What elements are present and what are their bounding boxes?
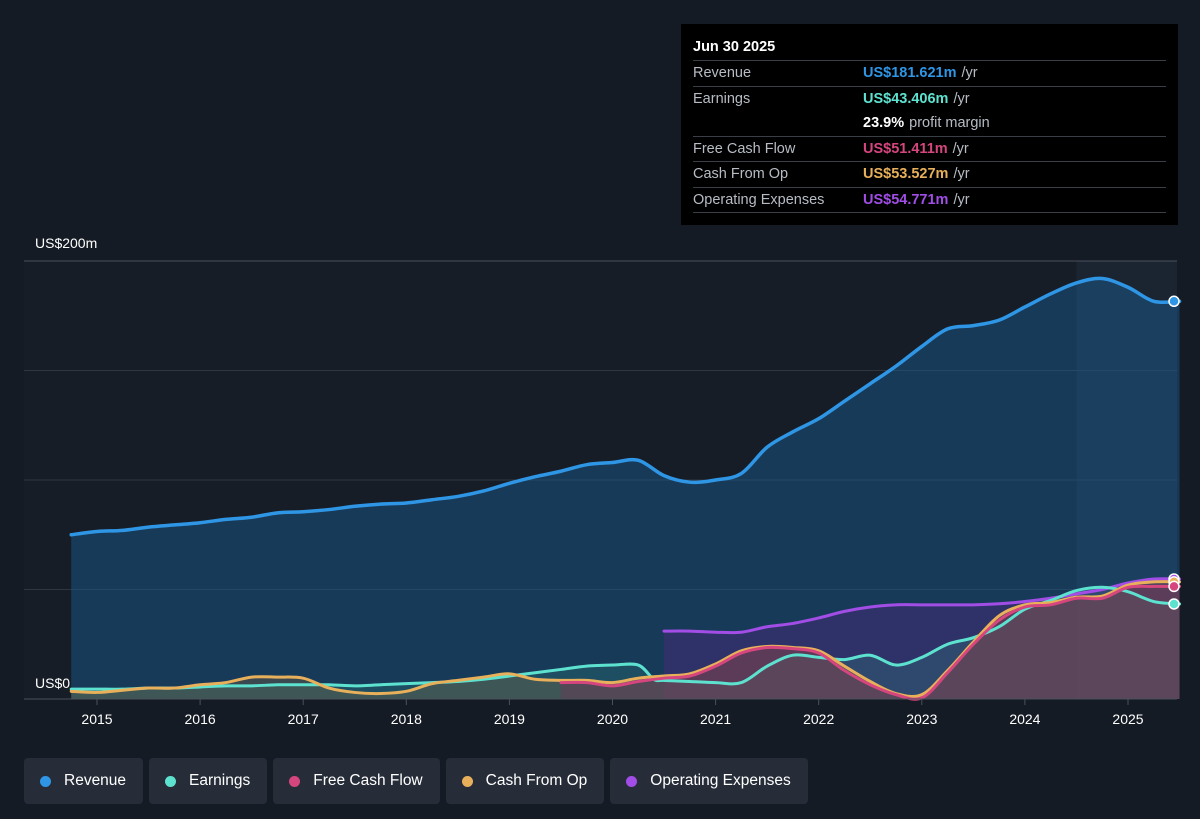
y-axis-top-label: US$200m [35,235,97,251]
x-tick-label: 2024 [1009,711,1040,727]
legend-item-free-cash-flow[interactable]: Free Cash Flow [273,758,440,804]
legend-dot-icon [289,775,301,787]
tooltip-label: Cash From Op [693,166,789,182]
x-tick-label: 2018 [391,711,422,727]
tooltip-unit: /yr [953,191,970,208]
x-tick-label: 2019 [494,711,525,727]
x-tick-label: 2025 [1112,711,1143,727]
x-tick-label: 2021 [700,711,731,727]
tooltip-row-profit-margin: 23.9% profit margin [693,111,1166,136]
free-cash-flow-area [560,586,1180,700]
legend-label: Operating Expenses [650,772,791,789]
tooltip-unit: /yr [952,140,969,157]
earnings-line [69,585,1182,691]
profit-margin-text: profit margin [909,115,990,131]
legend-dot-icon [165,775,177,787]
revenue-line [69,276,1182,537]
revenue-area [71,278,1180,699]
tooltip-row-earnings: Earnings US$43.406m /yr [693,85,1166,112]
revenue-endpoint [1168,295,1180,308]
operating-expenses-area [664,578,1180,699]
x-tick-label: 2015 [81,711,112,727]
legend-dot-icon [40,775,51,787]
tooltip-unit: /yr [961,65,978,81]
legend-dot-icon [461,775,473,787]
tooltip-value: US$181.621m [863,65,957,81]
legend-item-revenue[interactable]: Revenue [24,758,144,804]
tooltip-label: Operating Expenses [693,191,825,208]
legend-item-operating-expenses[interactable]: Operating Expenses [610,758,808,804]
tooltip-value: US$53.527m [863,166,949,182]
tooltip-date: Jun 30 2025 [693,39,776,55]
x-tick-label: 2016 [185,711,216,727]
x-tick-label: 2022 [803,711,834,727]
tooltip-row-revenue: Revenue US$181.621m /yr [693,60,1166,86]
x-tick-label: 2023 [906,711,937,727]
x-tick-label: 2020 [597,711,628,727]
x-tick-label: 2017 [288,711,319,727]
legend-label: Free Cash Flow [313,772,423,789]
profit-margin-value: 23.9% [863,115,905,131]
free-cash-flow-endpoint [1168,580,1180,593]
tooltip-row-free-cash-flow: Free Cash Flow US$51.411m /yr [693,135,1166,162]
earnings-endpoint [1168,598,1180,610]
tooltip-unit: /yr [953,166,970,182]
tooltip-label: Free Cash Flow [693,140,796,157]
legend-label: Earnings [189,772,251,789]
tooltip: Jun 30 2025 Revenue US$181.621m /yr Earn… [681,24,1178,225]
legend-label: Cash From Op [485,772,588,789]
legend-item-cash-from-op[interactable]: Cash From Op [445,758,605,804]
tooltip-unit: /yr [953,90,970,107]
legend-item-earnings[interactable]: Earnings [149,758,268,804]
tooltip-row-operating-expenses: Operating Expenses US$54.771m /yr [693,186,1166,213]
legend-dot-icon [626,775,638,787]
tooltip-value: US$51.411m [863,140,948,157]
tooltip-value: US$43.406m [863,90,949,107]
free-cash-flow-line [559,584,1182,701]
earnings-area [71,587,1180,699]
cash-from-op-line [69,580,1182,699]
tooltip-label: Earnings [693,90,751,107]
operating-expenses-line [662,577,1182,635]
y-axis-bottom-label: US$0 [35,675,70,691]
cash-from-op-area [71,581,1180,699]
tooltip-label: Revenue [693,65,752,81]
tooltip-row-cash-from-op: Cash From Op US$53.527m /yr [693,161,1166,187]
tooltip-value: US$54.771m [863,191,949,208]
legend: Revenue Earnings Free Cash Flow Cash Fro… [24,758,808,804]
legend-label: Revenue [64,772,127,789]
